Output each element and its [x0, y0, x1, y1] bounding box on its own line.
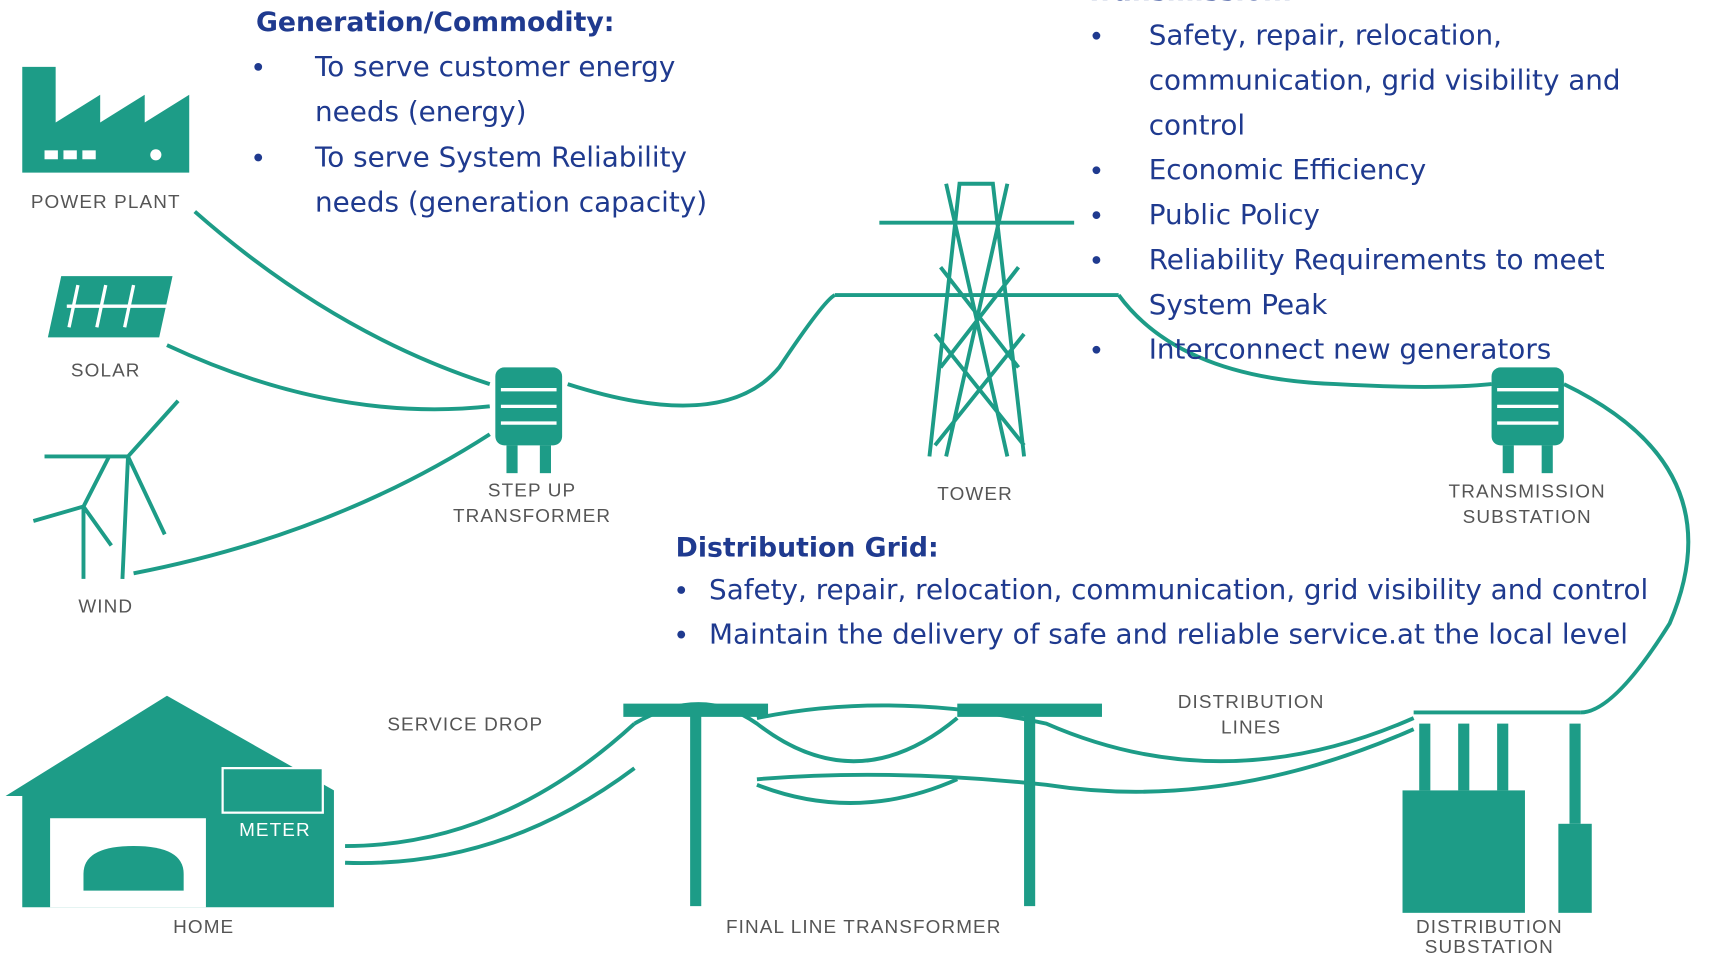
bullet	[1093, 211, 1101, 219]
bullet	[1093, 346, 1101, 354]
label: SOLAR	[71, 360, 141, 381]
label: WIND	[78, 596, 133, 617]
bullet-text: Interconnect new generators	[1149, 333, 1552, 366]
icons	[6, 67, 1592, 913]
bullet-text: Maintain the delivery of safe and reliab…	[709, 617, 1628, 650]
bullet	[1093, 32, 1101, 40]
bullet-text: Public Policy	[1149, 198, 1320, 231]
bullet-text: Safety, repair, relocation, communicatio…	[709, 573, 1648, 606]
bullet-text: communication, grid visibility and	[1149, 63, 1621, 96]
bullet-text: Reliability Requirements to meet	[1149, 243, 1605, 276]
label: HOME	[173, 917, 234, 938]
bullet-text: control	[1149, 108, 1245, 141]
bullet-text: Economic Efficiency	[1149, 153, 1426, 186]
label: LINES	[1221, 718, 1281, 739]
bullet-text: To serve System Reliability	[314, 140, 687, 173]
label: TRANSMISSION	[1449, 482, 1606, 503]
bullet	[677, 631, 685, 639]
label: TRANSFORMER	[453, 506, 611, 527]
bullet	[254, 63, 262, 71]
diagram: POWER PLANT SOLAR WIND STEP UP TRANSFORM…	[0, 0, 1732, 953]
bullet	[1093, 166, 1101, 174]
bullet	[254, 154, 262, 162]
section-heading: Distribution Grid:	[676, 533, 939, 564]
bullet-text: needs (energy)	[315, 95, 526, 128]
label: FINAL LINE TRANSFORMER	[726, 917, 1002, 938]
label: DISTRIBUTION	[1416, 917, 1563, 938]
label: METER	[239, 820, 311, 841]
bullet	[1093, 256, 1101, 264]
section-heading: Transmission:	[1085, 0, 1292, 7]
label: SUBSTATION	[1425, 937, 1554, 953]
bullet-text: needs (generation capacity)	[315, 186, 707, 219]
label: STEP UP	[488, 481, 576, 502]
label: SUBSTATION	[1463, 507, 1592, 528]
bullet-text: To serve customer energy	[314, 50, 675, 83]
label: POWER PLANT	[31, 192, 181, 213]
bullet-text: System Peak	[1149, 288, 1328, 321]
label: TOWER	[937, 484, 1013, 505]
section-heading: Generation/Commodity:	[256, 7, 614, 38]
label: SERVICE DROP	[387, 714, 543, 735]
label: DISTRIBUTION	[1178, 692, 1325, 713]
bullet	[677, 586, 685, 594]
bullet-text: Safety, repair, relocation,	[1149, 19, 1502, 52]
